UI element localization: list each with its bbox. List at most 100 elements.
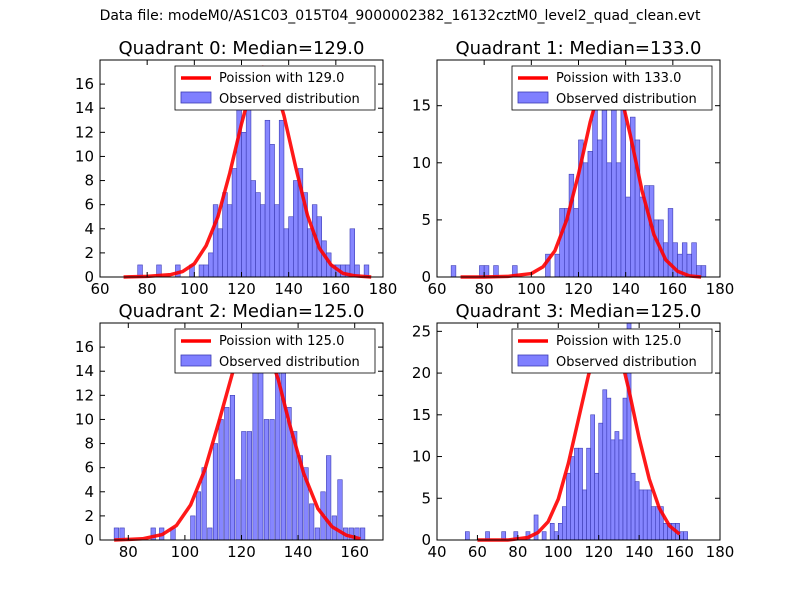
x-tick-label: 60 (90, 280, 109, 298)
y-tick-label: 16 (75, 75, 94, 93)
x-tick-label: 120 (564, 280, 593, 298)
histogram-bar (630, 472, 636, 541)
figure-title: Data file: modeM0/AS1C03_015T04_90000023… (99, 8, 701, 24)
legend-label-observed: Observed distribution (219, 92, 360, 107)
y-tick-label: 10 (75, 410, 94, 428)
y-tick-label: 8 (84, 172, 94, 190)
histogram-bar (224, 407, 230, 541)
y-tick-label: 12 (75, 386, 94, 404)
chart-panel-0: 60 80 100 120 140 160 180 0 2 4 6 8 10 12 14 16 Quadrant… (75, 38, 397, 298)
histogram-bar (283, 228, 289, 278)
histogram-bar (611, 82, 617, 278)
histogram-bar (212, 443, 219, 541)
y-tick-label: 6 (84, 196, 94, 214)
histogram-bar (258, 358, 264, 541)
histogram-bar (207, 527, 213, 541)
y-tick-label: 0 (84, 531, 94, 549)
legend-label-poisson: Poission with 129.0 (219, 71, 344, 86)
histogram-bar (349, 228, 356, 278)
histogram-bar (559, 208, 565, 278)
histogram-bar (260, 204, 266, 278)
legend-label-observed: Observed distribution (219, 355, 360, 370)
histogram-bar (307, 228, 313, 278)
histogram-bar (606, 397, 612, 541)
x-tick-label: 80 (119, 543, 138, 561)
histogram-bar (578, 447, 583, 541)
x-tick-label: 140 (625, 543, 654, 561)
histogram-bar (554, 253, 560, 278)
y-tick-label: 12 (75, 123, 94, 141)
histogram-bar (252, 370, 258, 541)
chart-title: Quadrant 2: Median=125.0 (119, 301, 365, 322)
legend-label-poisson: Poission with 125.0 (556, 334, 681, 349)
histogram-bar (314, 527, 320, 541)
x-tick-label: 120 (227, 543, 256, 561)
histogram-bar (615, 162, 622, 278)
histogram-bar (582, 162, 589, 278)
y-tick-label: 4 (84, 483, 94, 501)
histogram-bar (231, 168, 238, 278)
histogram-bar (293, 180, 299, 278)
histogram-bar (269, 419, 275, 541)
chart-title: Quadrant 0: Median=129.0 (119, 38, 365, 59)
y-tick-label: 0 (421, 268, 431, 286)
histogram-bar (625, 196, 631, 278)
chart-title: Quadrant 1: Median=133.0 (456, 38, 702, 59)
y-tick-label: 6 (84, 459, 94, 477)
legend-label-observed: Observed distribution (556, 92, 697, 107)
y-tick-label: 5 (421, 211, 431, 229)
x-tick-label: 100 (544, 543, 573, 561)
histogram-bar (246, 431, 252, 541)
histogram-bar (598, 422, 604, 541)
chart-panel-1: 60 80 100 120 140 160 180 0 5 10 15 Quadrant 1: Med… (412, 38, 734, 298)
x-tick-label: 40 (427, 543, 446, 561)
x-tick-label: 100 (517, 280, 546, 298)
legend-bar-swatch (517, 91, 549, 104)
y-tick-label: 14 (75, 99, 94, 117)
histogram-bar (642, 489, 648, 541)
histogram-bar (700, 265, 707, 278)
histogram-bar (683, 531, 688, 541)
chart-panel-2: 80 100 120 140 160 0 2 4 6 8 10 12 14 16 Quadrant 2: M… (75, 301, 384, 561)
histogram-bar (587, 151, 593, 278)
legend-label-poisson: Poission with 125.0 (219, 334, 344, 349)
histogram-bar (309, 503, 315, 541)
histogram-bar (278, 119, 285, 278)
x-tick-label: 120 (584, 543, 613, 561)
y-tick-label: 2 (84, 244, 94, 262)
x-tick-label: 140 (611, 280, 640, 298)
histogram-bar (553, 531, 559, 541)
histogram-bar (610, 439, 616, 541)
histogram-bar (269, 144, 275, 278)
y-tick-label: 25 (412, 322, 431, 340)
histogram-bar (562, 506, 567, 541)
histogram-bar (606, 162, 612, 278)
histogram-bar (203, 264, 209, 278)
histogram-bar (533, 514, 539, 541)
legend-label-observed: Observed distribution (556, 355, 697, 370)
x-tick-label: 60 (427, 280, 446, 298)
x-tick-label: 120 (227, 280, 256, 298)
histogram-bar (638, 489, 644, 541)
histogram-bar (653, 219, 659, 278)
histogram-bar (241, 132, 247, 278)
x-tick-label: 160 (665, 543, 694, 561)
histogram-bar (541, 531, 547, 541)
chart-panel-3: 40 60 80 100 120 140 160 180 0 5 10 15 20 25 Quadrant … (412, 301, 734, 561)
histogram-bar (646, 489, 652, 541)
histogram-bar (208, 252, 214, 278)
histogram-bar (594, 472, 600, 541)
y-tick-label: 20 (412, 364, 431, 382)
y-tick-label: 15 (412, 406, 431, 424)
histogram-bar (255, 192, 261, 278)
x-tick-label: 80 (138, 280, 157, 298)
x-tick-label: 100 (180, 280, 209, 298)
histogram-bar (326, 455, 332, 541)
histogram-bar (691, 242, 697, 278)
histogram-bar (602, 389, 608, 541)
histogram-bar (250, 180, 256, 278)
legend-bar-swatch (180, 91, 212, 104)
histogram-bar (549, 523, 555, 541)
x-tick-label: 160 (322, 280, 351, 298)
